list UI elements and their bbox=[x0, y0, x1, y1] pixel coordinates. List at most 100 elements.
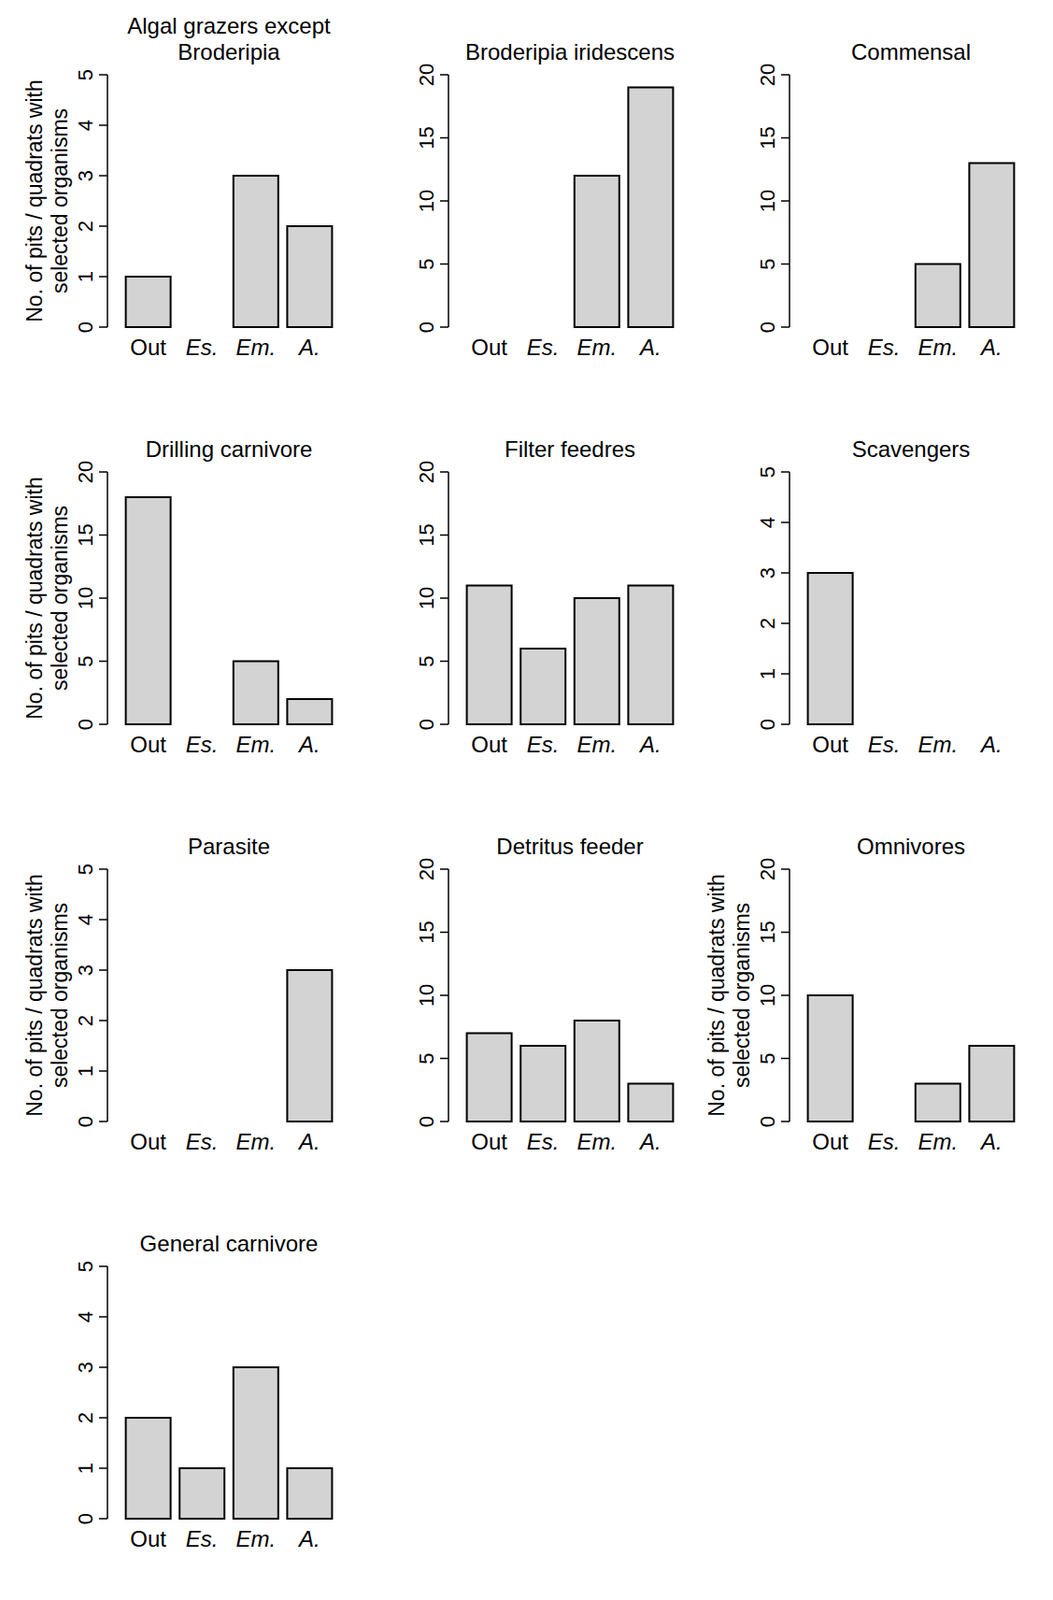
panel-title: Detritus feeder bbox=[496, 833, 643, 859]
y-tick-label: 15 bbox=[755, 126, 780, 149]
y-tick bbox=[440, 199, 449, 202]
y-tick-label: 10 bbox=[414, 983, 439, 1007]
panel: Drilling carnivore05101520OutEs.Em.A.No.… bbox=[22, 436, 332, 757]
text-line: General carnivore bbox=[140, 1230, 319, 1256]
x-tick-label: Es. bbox=[185, 1525, 219, 1552]
y-tick-label: 5 bbox=[73, 1260, 98, 1272]
bars bbox=[126, 175, 333, 328]
y-tick bbox=[781, 521, 790, 524]
y-tick-label: 15 bbox=[414, 126, 439, 149]
bar bbox=[233, 175, 279, 328]
y-tick-label: 5 bbox=[414, 1052, 439, 1064]
y-tick-label: 20 bbox=[414, 460, 439, 484]
y-tick bbox=[99, 1120, 108, 1123]
y-tick bbox=[781, 931, 790, 934]
y-tick-label: 0 bbox=[755, 1115, 780, 1127]
y-tick-label: 2 bbox=[755, 617, 780, 629]
bar bbox=[179, 326, 225, 328]
bar bbox=[126, 497, 171, 725]
y-axis-title: No. of pits / quadrats withselected orga… bbox=[704, 873, 755, 1117]
y-tick bbox=[99, 1315, 108, 1318]
y-tick-label: 3 bbox=[73, 170, 98, 182]
bar bbox=[627, 585, 673, 726]
y-tick-label: 10 bbox=[73, 586, 98, 610]
y-tick bbox=[781, 994, 790, 997]
x-tick-label: Out bbox=[129, 334, 167, 360]
panel: Broderipia iridescens05101520OutEs.Em.A. bbox=[414, 39, 675, 360]
x-tick-label: A. bbox=[979, 731, 1003, 757]
y-tick-label: 0 bbox=[414, 321, 439, 333]
y-axis-title: No. of pits / quadrats withselected orga… bbox=[22, 476, 72, 720]
y-tick-label: 5 bbox=[755, 466, 780, 478]
y-tick bbox=[99, 225, 108, 228]
y-tick-label: 20 bbox=[73, 460, 98, 484]
y-tick bbox=[781, 723, 790, 726]
y-tick bbox=[440, 137, 449, 140]
x-tick-label: Out bbox=[129, 1128, 167, 1154]
y-tick-label: 4 bbox=[755, 516, 780, 528]
x-tick-label: Em. bbox=[917, 1128, 958, 1154]
x-tick-label: Es. bbox=[526, 1128, 560, 1154]
y-tick bbox=[99, 868, 108, 870]
bar bbox=[968, 723, 1014, 726]
y-tick-label: 0 bbox=[755, 321, 780, 333]
text-line: No. of pits / quadrats with bbox=[22, 476, 47, 720]
y-tick-label: 1 bbox=[73, 270, 98, 283]
y-tick-label: 4 bbox=[73, 913, 98, 925]
x-tick-label: A. bbox=[297, 334, 321, 360]
panel-title: General carnivore bbox=[140, 1230, 319, 1256]
y-tick-label: 5 bbox=[755, 1052, 780, 1064]
y-tick-label: 0 bbox=[414, 718, 439, 730]
bar bbox=[861, 326, 907, 328]
y-tick bbox=[781, 672, 790, 675]
bars bbox=[574, 87, 674, 328]
bar bbox=[126, 276, 171, 328]
bar bbox=[233, 661, 279, 726]
bar bbox=[915, 264, 961, 328]
panel-title: Parasite bbox=[187, 833, 271, 859]
bar bbox=[627, 1083, 673, 1123]
y-tick-label: 2 bbox=[73, 1014, 98, 1026]
bar bbox=[808, 995, 854, 1122]
y-tick-label: 10 bbox=[755, 983, 780, 1007]
y-tick-label: 10 bbox=[414, 189, 439, 213]
y-tick bbox=[781, 1057, 790, 1060]
text-line: Filter feedres bbox=[504, 436, 636, 462]
x-tick-label: Em. bbox=[576, 334, 617, 360]
bars bbox=[467, 585, 674, 726]
y-axis-title: No. of pits / quadrats withselected orga… bbox=[22, 79, 72, 323]
bar bbox=[126, 1120, 171, 1123]
text-line: Detritus feeder bbox=[496, 833, 643, 859]
text-line: Scavengers bbox=[852, 436, 971, 462]
bar bbox=[574, 597, 620, 725]
bar bbox=[179, 1467, 225, 1519]
y-tick-label: 20 bbox=[414, 857, 439, 881]
y-tick bbox=[99, 1517, 108, 1520]
y-tick-label: 5 bbox=[73, 69, 98, 81]
x-tick-label: Out bbox=[470, 731, 508, 757]
bar bbox=[520, 326, 566, 328]
y-tick-label: 3 bbox=[73, 1361, 98, 1373]
y-tick-label: 15 bbox=[73, 523, 98, 546]
y-tick bbox=[99, 660, 108, 663]
y-tick bbox=[781, 263, 790, 266]
panel-title: Drilling carnivore bbox=[145, 436, 314, 462]
x-tick-label: Out bbox=[470, 1128, 508, 1154]
x-tick-label: Out bbox=[470, 334, 508, 360]
bar bbox=[968, 163, 1014, 328]
bar bbox=[179, 1120, 225, 1123]
bar bbox=[286, 698, 332, 725]
bar bbox=[126, 1417, 171, 1519]
x-tick-label: Es. bbox=[868, 731, 901, 757]
y-tick bbox=[99, 534, 108, 537]
y-tick-label: 0 bbox=[73, 1512, 98, 1524]
bar bbox=[286, 969, 332, 1122]
bar bbox=[915, 1083, 961, 1123]
bar bbox=[467, 585, 513, 726]
bar bbox=[808, 572, 854, 725]
y-tick bbox=[440, 1057, 449, 1060]
y-tick-label: 5 bbox=[755, 257, 780, 270]
y-tick bbox=[440, 723, 449, 726]
y-tick-label: 1 bbox=[73, 1462, 98, 1474]
y-tick bbox=[99, 723, 108, 726]
